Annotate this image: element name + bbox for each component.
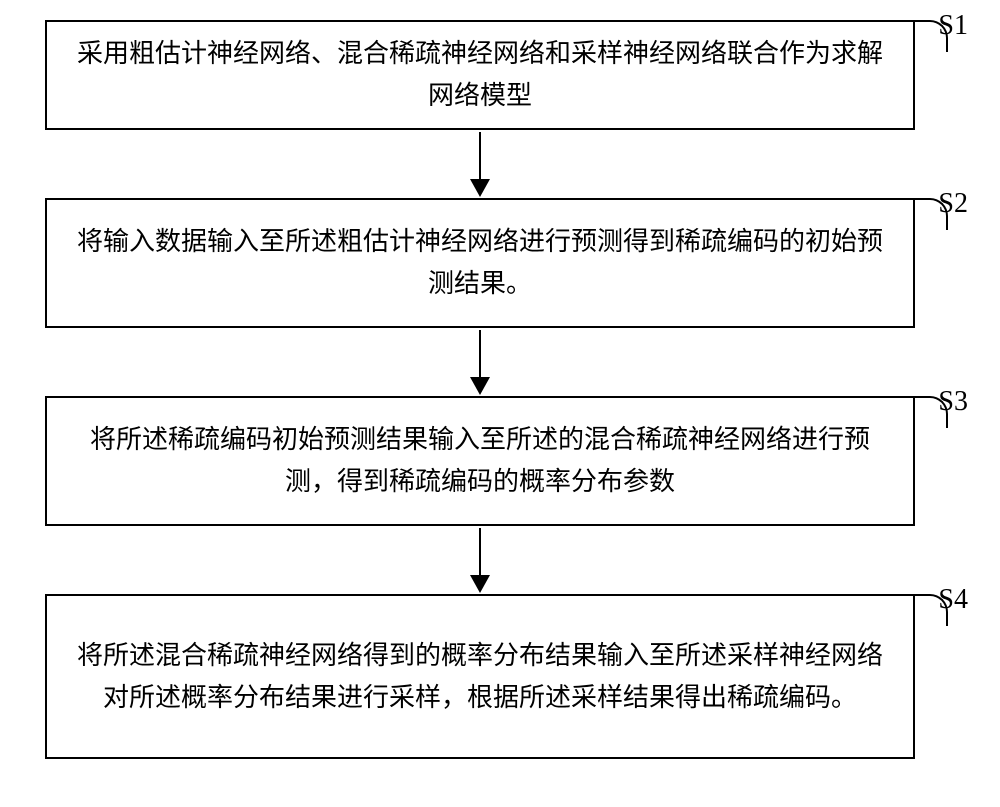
step-label-s4: S4 (938, 578, 968, 623)
step-text-s4: 将所述混合稀疏神经网络得到的概率分布结果输入至所述采样神经网络对所述概率分布结果… (75, 635, 885, 718)
arrow-s2-s3 (470, 328, 490, 396)
step-box-s2: S2 将输入数据输入至所述粗估计神经网络进行预测得到稀疏编码的初始预测结果。 (45, 198, 915, 328)
arrow-head-icon (470, 575, 490, 593)
step-box-s3: S3 将所述稀疏编码初始预测结果输入至所述的混合稀疏神经网络进行预测，得到稀疏编… (45, 396, 915, 526)
step-text-s3: 将所述稀疏编码初始预测结果输入至所述的混合稀疏神经网络进行预测，得到稀疏编码的概… (75, 419, 885, 502)
arrow-line (479, 528, 481, 576)
arrow-line (479, 330, 481, 378)
arrow-s3-s4 (470, 526, 490, 594)
step-text-s2: 将输入数据输入至所述粗估计神经网络进行预测得到稀疏编码的初始预测结果。 (75, 221, 885, 304)
step-text-s1: 采用粗估计神经网络、混合稀疏神经网络和采样神经网络联合作为求解网络模型 (75, 33, 885, 116)
step-box-s4: S4 将所述混合稀疏神经网络得到的概率分布结果输入至所述采样神经网络对所述概率分… (45, 594, 915, 759)
step-label-s2: S2 (938, 182, 968, 227)
step-label-s3: S3 (938, 380, 968, 425)
step-label-s1: S1 (938, 4, 968, 49)
arrow-head-icon (470, 377, 490, 395)
arrow-head-icon (470, 179, 490, 197)
step-box-s1: S1 采用粗估计神经网络、混合稀疏神经网络和采样神经网络联合作为求解网络模型 (45, 20, 915, 130)
arrow-s1-s2 (470, 130, 490, 198)
flowchart-container: S1 采用粗估计神经网络、混合稀疏神经网络和采样神经网络联合作为求解网络模型 S… (45, 20, 915, 759)
arrow-line (479, 132, 481, 180)
